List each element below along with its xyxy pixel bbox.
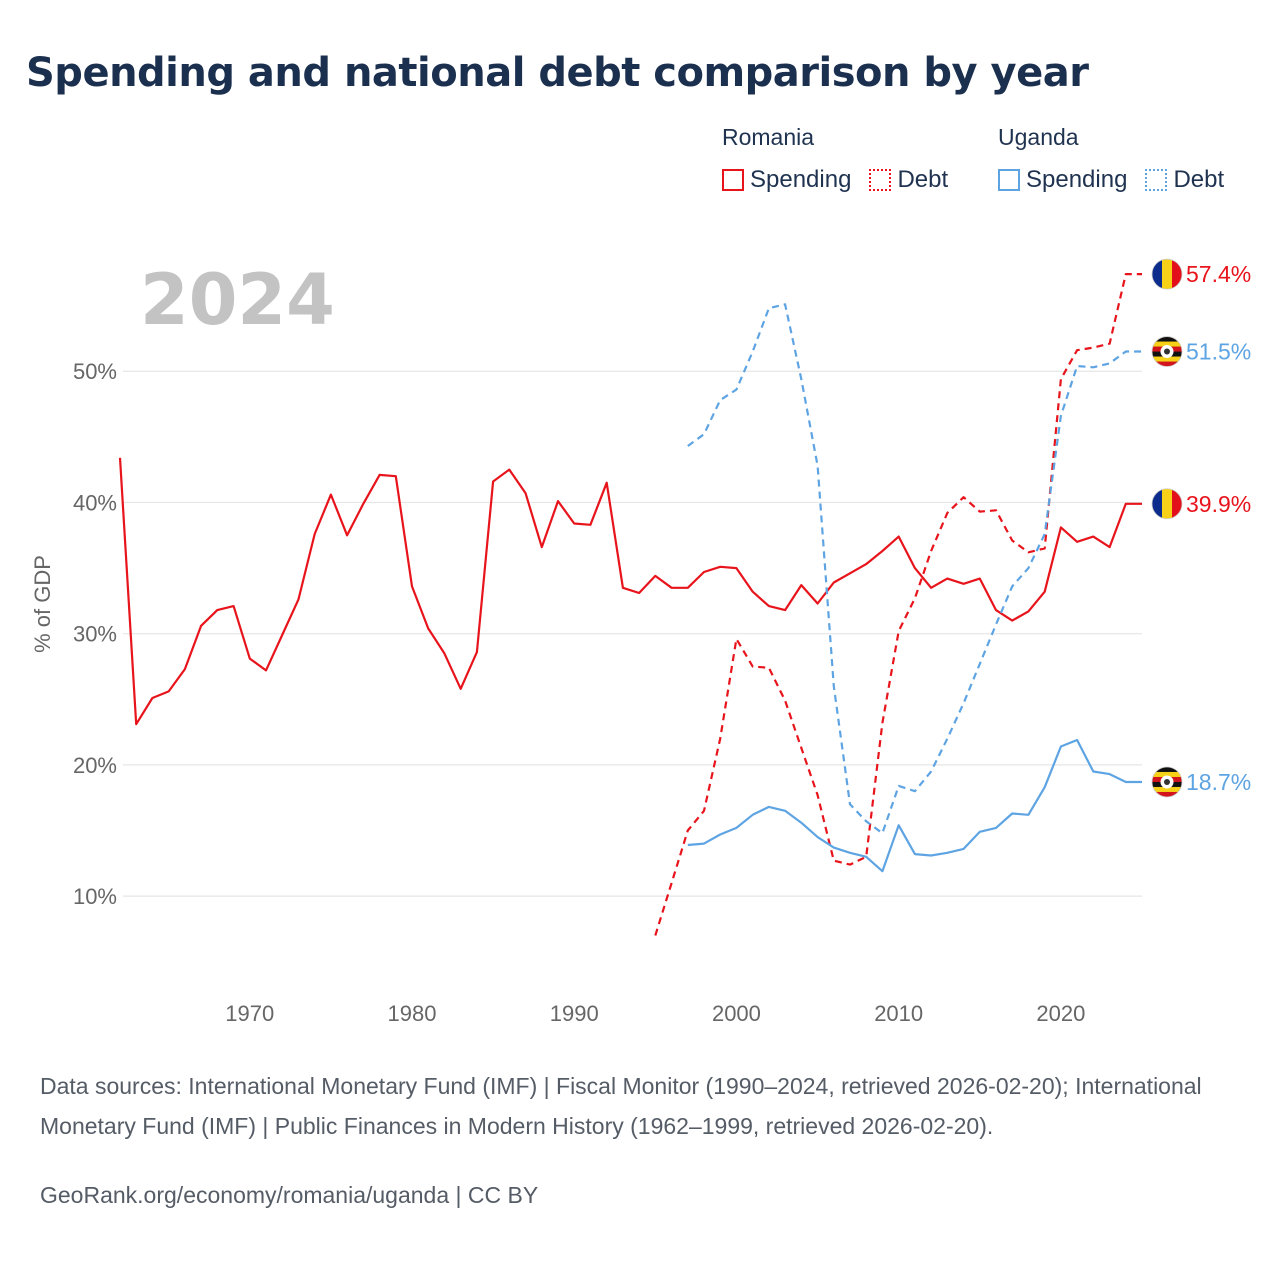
legend-country-uganda: Uganda: [998, 124, 1079, 150]
x-tick-label: 1980: [388, 1001, 437, 1026]
uganda-spending-end-label: 18.7%: [1186, 769, 1251, 795]
romania-spending-end-label: 39.9%: [1186, 491, 1251, 517]
legend-item-uganda-debt[interactable]: Debt: [1145, 166, 1224, 194]
legend-swatch-dotted: [869, 169, 892, 191]
uganda-spending-end-marker: 18.7%: [1151, 766, 1251, 798]
legend-item-romania-debt[interactable]: Debt: [869, 166, 948, 194]
x-tick-label: 1990: [550, 1001, 599, 1026]
legend-swatch-solid: [998, 169, 1020, 191]
x-tick-label: 1970: [225, 1001, 274, 1026]
romania-flag-icon: [1152, 259, 1182, 290]
legend-group-uganda: Uganda Spending Debt: [998, 124, 1224, 194]
romania-debt-end-marker: 57.4%: [1151, 258, 1251, 290]
uganda-flag-icon: [1152, 336, 1182, 367]
legend-swatch-dotted: [1145, 169, 1168, 191]
y-tick-label: 20%: [73, 753, 117, 778]
credit-link[interactable]: GeoRank.org/economy/romania/uganda | CC …: [40, 1182, 539, 1208]
legend-country-romania: Romania: [722, 124, 815, 150]
y-tick-label: 40%: [73, 490, 117, 515]
romania-flag-icon: [1152, 488, 1182, 519]
romania-spending-end-marker: 39.9%: [1151, 488, 1251, 520]
uganda-debt-end-label: 51.5%: [1186, 339, 1251, 365]
series-end-labels: 39.9% 57.4% 18.7% 51.5%: [1151, 258, 1251, 798]
x-tick-label: 2010: [874, 1001, 923, 1026]
page-title: Spending and national debt comparison by…: [26, 50, 1089, 96]
legend-item-romania-spending[interactable]: Spending: [722, 166, 851, 194]
y-axis-label: % of GDP: [30, 555, 55, 653]
x-tick-label: 2020: [1036, 1001, 1085, 1026]
y-axis-ticks: 10% 20% 30% 40% 50%: [73, 359, 117, 909]
uganda-flag-icon: [1152, 766, 1182, 797]
uganda-spending-line: [687, 738, 1142, 873]
uganda-debt-line: [687, 303, 1142, 835]
data-sources-note: Data sources: International Monetary Fun…: [40, 1073, 1202, 1139]
legend-label: Debt: [1173, 166, 1225, 193]
x-axis-ticks: 1970 1980 1990 2000 2010 2020: [225, 1001, 1085, 1026]
legend-label: Debt: [897, 166, 949, 193]
legend-swatch-solid: [722, 169, 744, 191]
y-tick-label: 10%: [73, 884, 117, 909]
romania-debt-line: [654, 273, 1142, 936]
uganda-debt-end-marker: 51.5%: [1151, 336, 1251, 367]
romania-spending-line: [118, 457, 1142, 726]
gridlines: [123, 370, 1142, 897]
romania-debt-end-label: 57.4%: [1186, 261, 1251, 287]
legend-label: Spending: [1026, 166, 1128, 193]
year-watermark: 2024: [140, 259, 335, 341]
y-tick-label: 50%: [73, 359, 117, 384]
legend-item-uganda-spending[interactable]: Spending: [998, 166, 1127, 194]
x-tick-label: 2000: [712, 1001, 761, 1026]
legend-group-romania: Romania Spending Debt: [722, 124, 948, 194]
y-tick-label: 30%: [73, 622, 117, 647]
series-lines: [118, 273, 1142, 936]
legend-label: Spending: [750, 166, 852, 193]
